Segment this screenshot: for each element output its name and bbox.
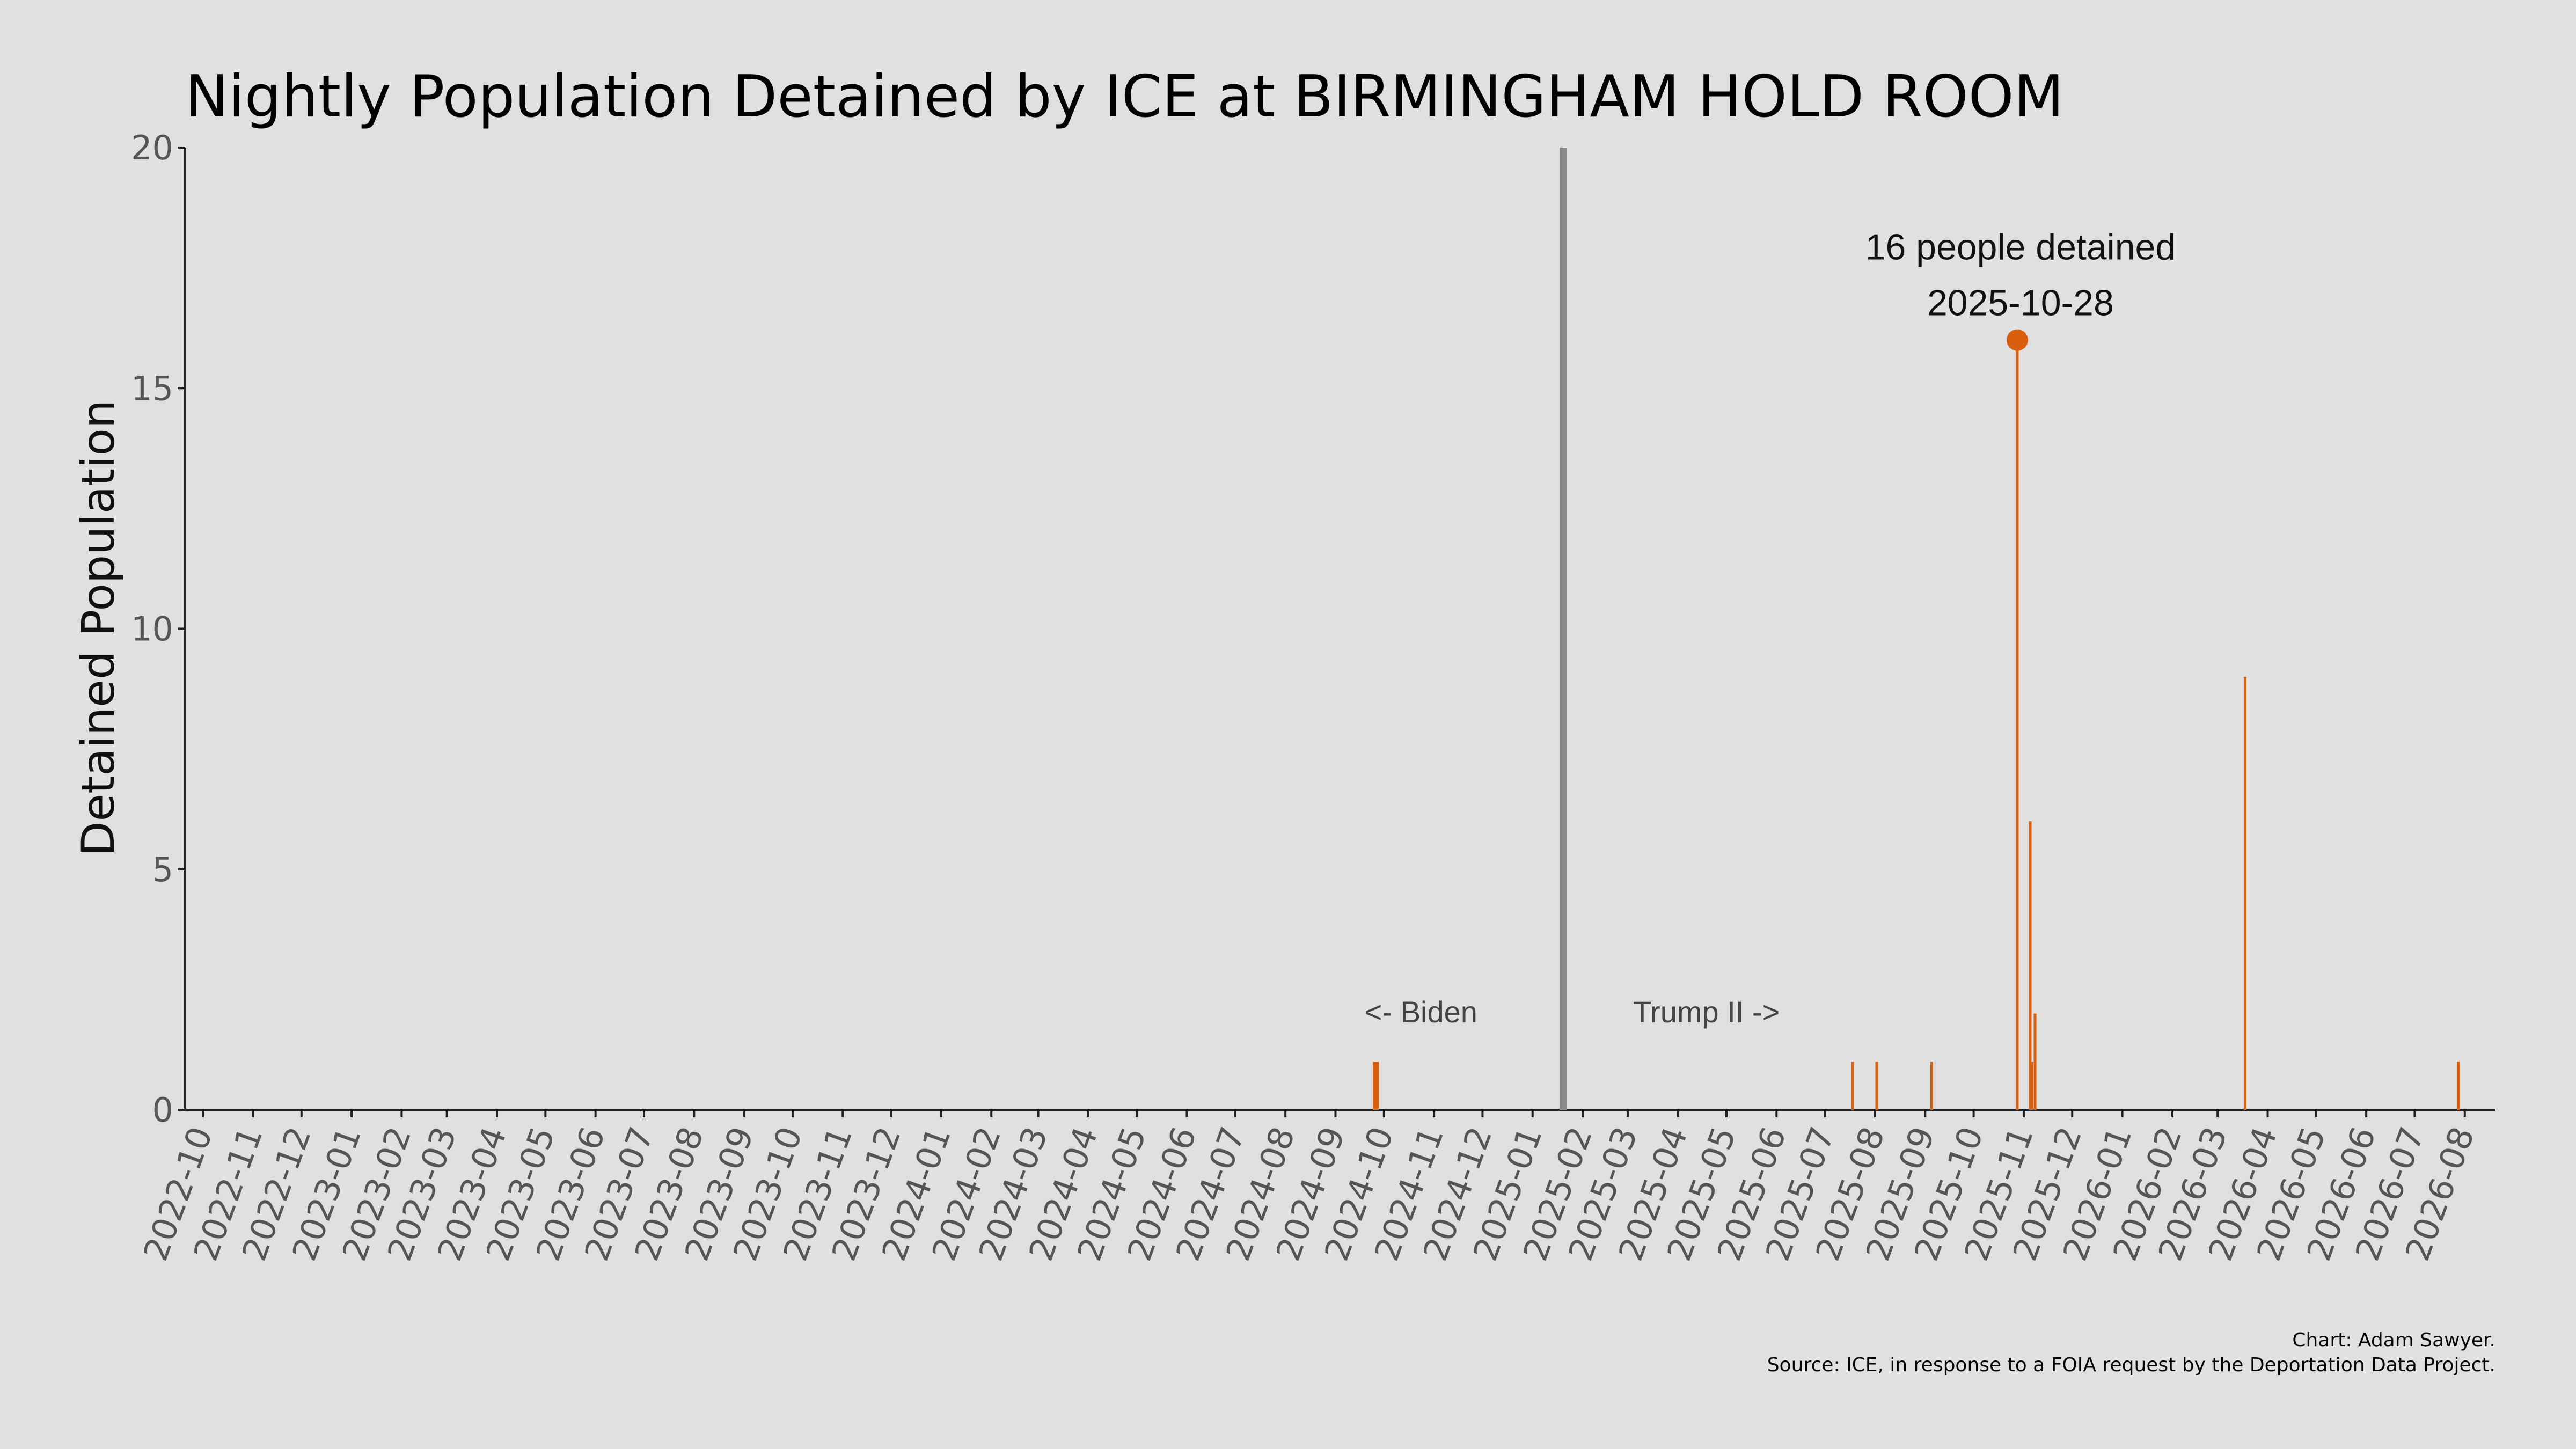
bar [1930, 1062, 1933, 1110]
bar [2033, 1013, 2037, 1110]
y-axis-label: Detained Population [72, 400, 125, 856]
credit-author: Chart: Adam Sawyer. [2292, 1329, 2496, 1351]
bar [2457, 1062, 2460, 1110]
peak-marker [2006, 329, 2028, 351]
y-tick-label: 10 [131, 610, 173, 649]
x-axis: 2022-102022-112022-122023-012023-022023-… [136, 1109, 2496, 1266]
era-label-trump: Trump II -> [1633, 995, 1780, 1029]
era-divider: <- Biden Trump II -> [1365, 148, 1780, 1110]
bar [2029, 821, 2032, 1110]
y-axis: 0 5 10 15 20 [131, 128, 186, 1130]
y-tick-label: 5 [152, 850, 173, 889]
bar [1373, 1062, 1376, 1110]
bars [1373, 340, 2460, 1110]
bar [1376, 1062, 1379, 1110]
bar [2030, 1062, 2033, 1110]
chart-title: Nightly Population Detained by ICE at BI… [185, 63, 2064, 130]
annotations: 16 people detained 2025-10-28 [1865, 227, 2176, 351]
bar [1374, 1062, 1378, 1110]
peak-label: 16 people detained [1865, 227, 2176, 268]
bar [2016, 340, 2019, 1110]
credit-source: Source: ICE, in response to a FOIA reque… [1767, 1354, 2496, 1376]
y-tick-label: 20 [131, 128, 173, 167]
era-label-biden: <- Biden [1365, 995, 1477, 1029]
bar [1851, 1062, 1854, 1110]
bar [2243, 677, 2246, 1110]
bar [1875, 1062, 1878, 1110]
peak-date-label: 2025-10-28 [1927, 283, 2114, 324]
credits: Chart: Adam Sawyer. Source: ICE, in resp… [1767, 1328, 2496, 1378]
y-tick-label: 15 [131, 369, 173, 408]
y-tick-label: 0 [152, 1091, 173, 1130]
